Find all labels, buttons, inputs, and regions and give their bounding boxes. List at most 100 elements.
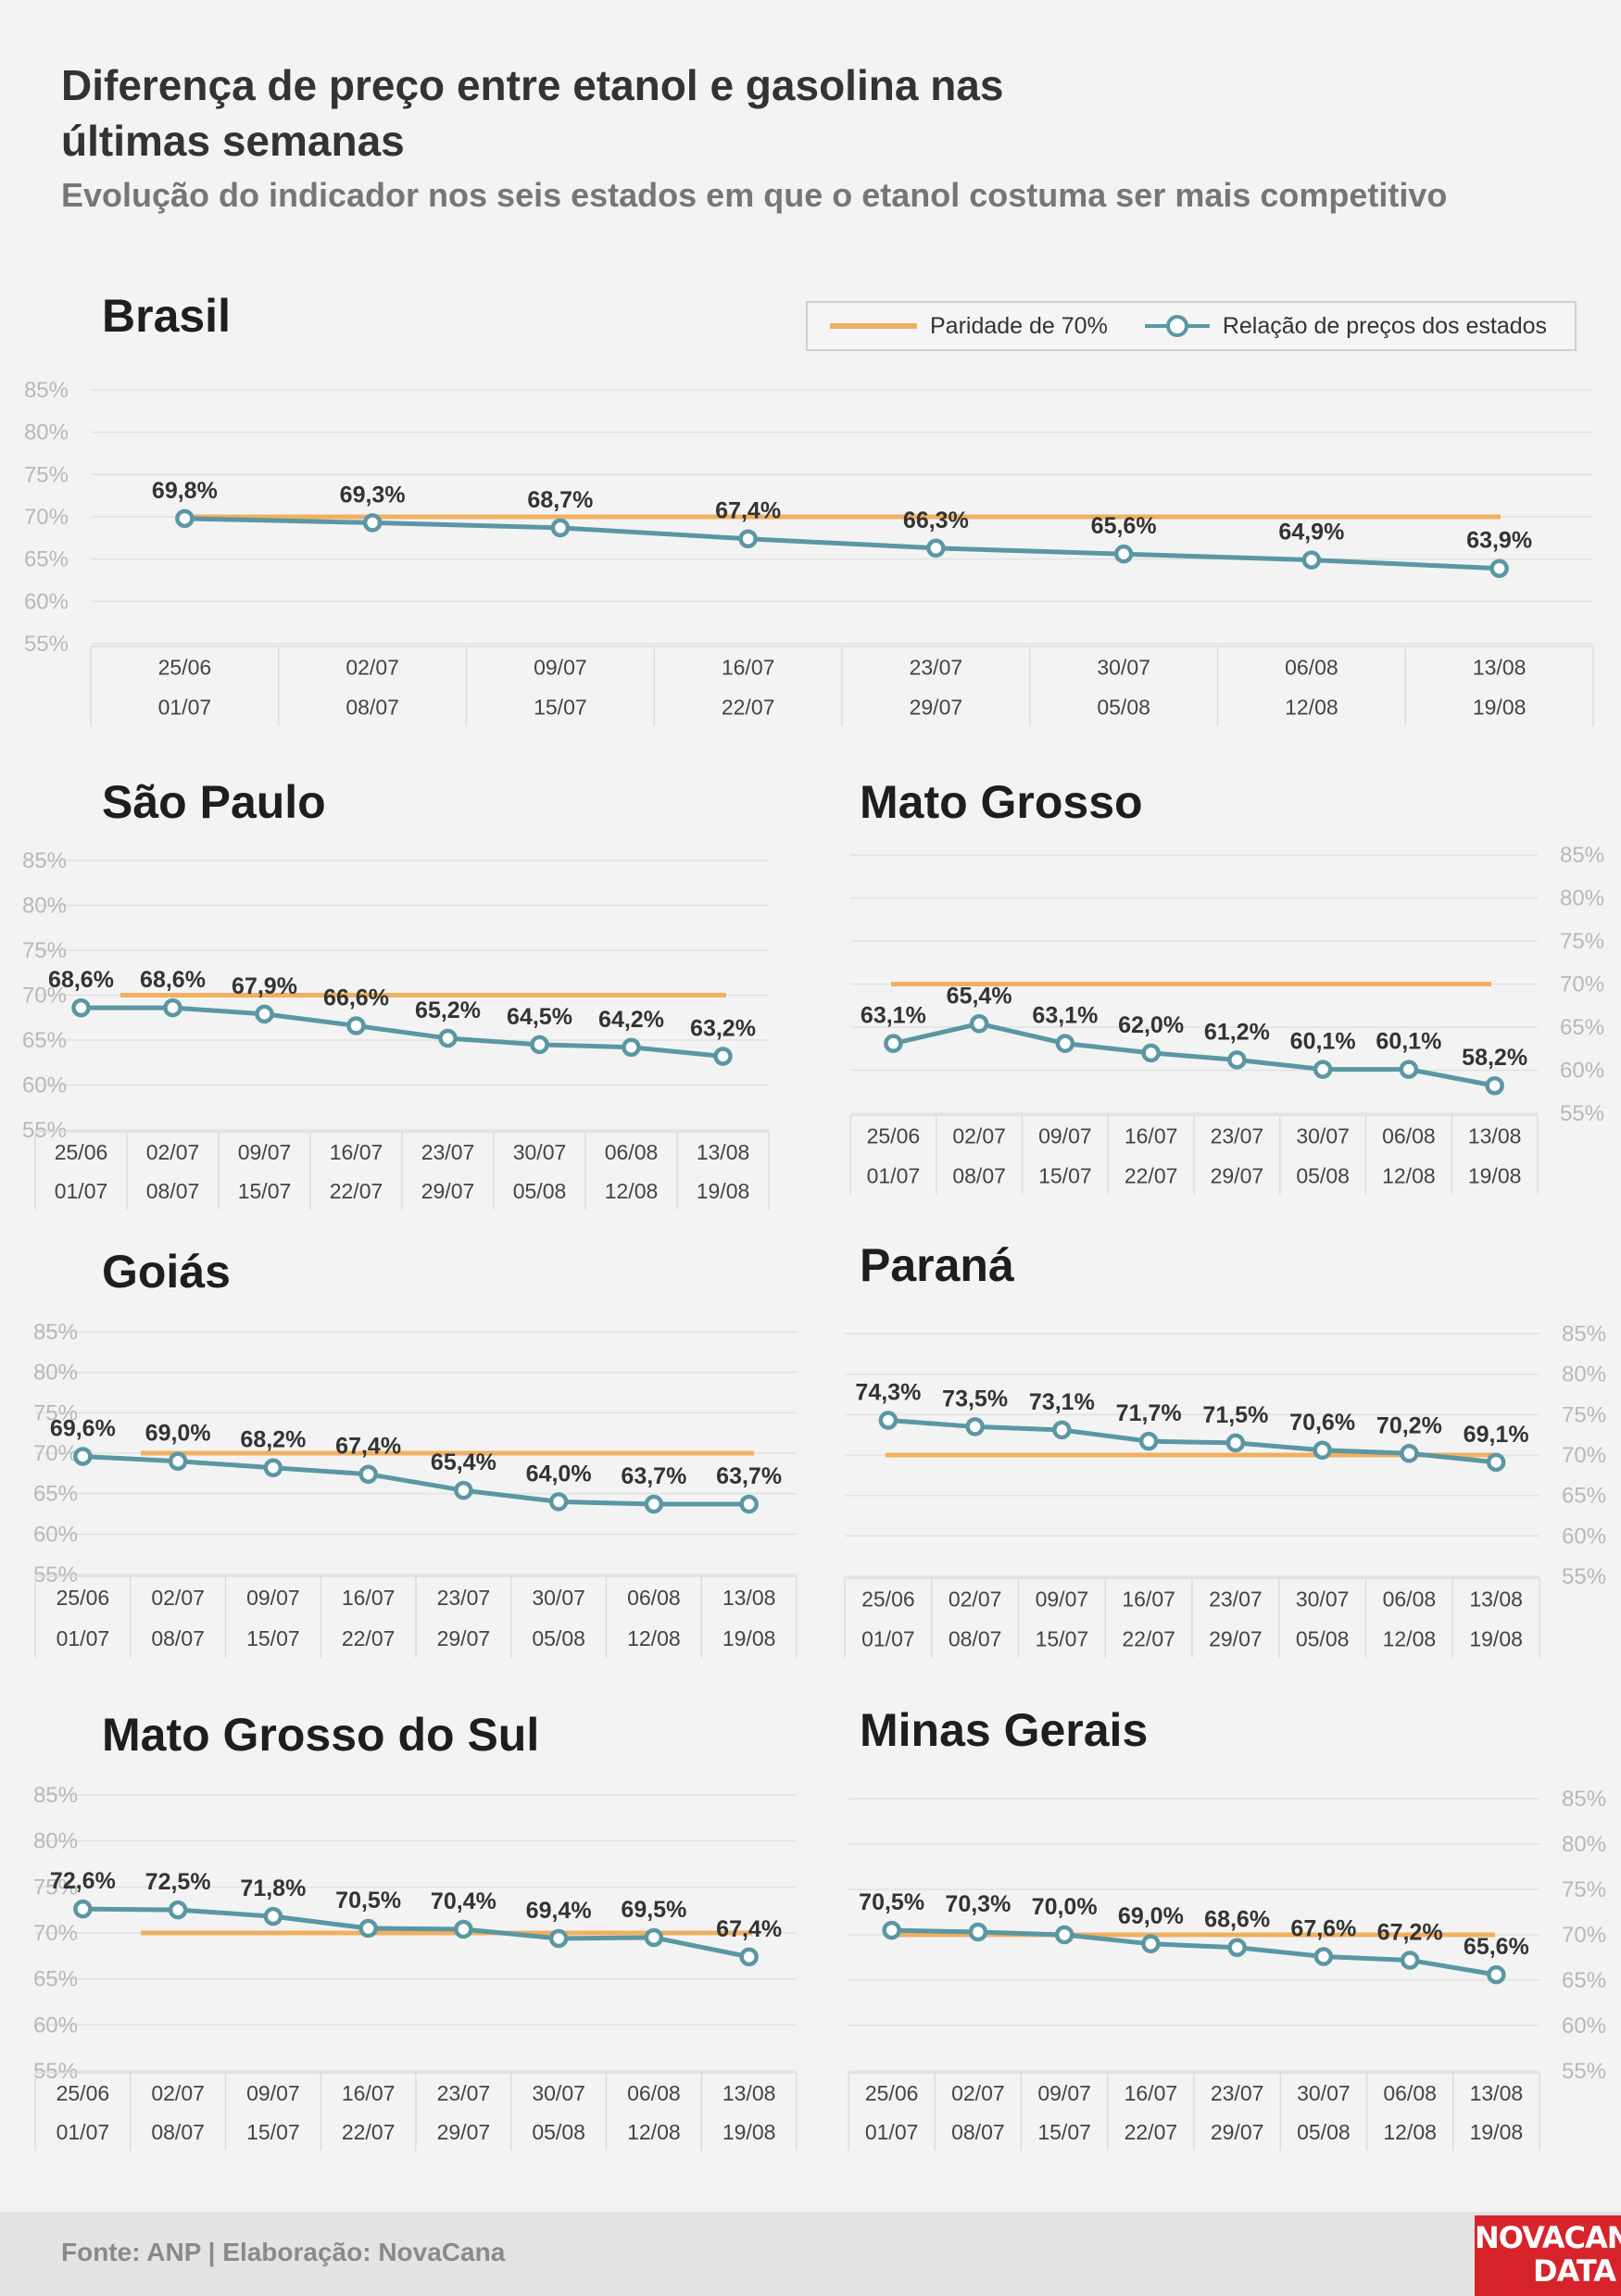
x-tick-label-start: 06/08 <box>1285 656 1338 680</box>
x-tick-label-end: 19/08 <box>1468 1164 1522 1188</box>
x-tick-label-start: 23/07 <box>1209 1587 1263 1612</box>
data-point <box>255 1004 274 1024</box>
x-tick-label-end: 22/07 <box>1122 1627 1175 1651</box>
y-tick-label: 65% <box>1562 1968 1606 1993</box>
data-point <box>1487 1964 1506 1985</box>
chart-title: Minas Gerais <box>860 1704 1148 1756</box>
data-label: 67,2% <box>1377 1919 1443 1945</box>
x-tick-label-end: 19/08 <box>1469 1627 1523 1651</box>
data-point <box>1313 1440 1332 1461</box>
data-label: 67,4% <box>716 1916 782 1942</box>
legend-item-parity: Paridade de 70% <box>830 313 1108 340</box>
data-label: 73,5% <box>942 1386 1008 1411</box>
x-tick-label-start: 06/08 <box>627 1586 681 1610</box>
x-tick-label-end: 29/07 <box>421 1179 475 1203</box>
data-label: 70,2% <box>1376 1412 1442 1438</box>
x-tick-label-start: 23/07 <box>437 1586 491 1610</box>
x-tick-label-start: 23/07 <box>437 2081 491 2105</box>
data-point <box>550 518 571 538</box>
x-tick-label-start: 25/06 <box>158 656 212 680</box>
x-tick-label-start: 09/07 <box>246 2081 300 2105</box>
y-tick-label: 85% <box>1562 1787 1606 1812</box>
y-tick-label: 70% <box>1560 972 1604 997</box>
data-point <box>168 1451 188 1471</box>
y-tick-label: 65% <box>33 1967 78 1992</box>
x-tick-label-start: 06/08 <box>1383 1587 1437 1612</box>
x-tick-label-start: 16/07 <box>1125 2081 1178 2105</box>
data-label: 63,1% <box>1032 1003 1098 1029</box>
x-tick-label-end: 01/07 <box>57 1626 110 1650</box>
data-point <box>358 1464 378 1484</box>
x-tick-label-start: 13/08 <box>723 2081 776 2105</box>
data-label: 69,0% <box>1118 1903 1184 1929</box>
x-tick-label-end: 15/07 <box>246 2120 300 2144</box>
data-label: 70,5% <box>335 1888 401 1913</box>
y-tick-label: 55% <box>1562 1564 1606 1589</box>
parity-line-swatch <box>830 323 917 329</box>
series-line <box>82 1453 749 1507</box>
y-tick-label: 65% <box>33 1482 78 1507</box>
x-tick-label-end: 22/07 <box>1125 1164 1178 1188</box>
data-label: 67,4% <box>715 498 781 524</box>
x-tick-label-end: 12/08 <box>605 1179 659 1203</box>
y-tick-label: 80% <box>1562 1362 1606 1387</box>
data-point <box>548 1928 569 1949</box>
y-tick-label: 80% <box>33 1829 78 1854</box>
data-point <box>1489 558 1509 578</box>
x-tick-label-start: 16/07 <box>1122 1587 1175 1612</box>
data-label: 62,0% <box>1118 1012 1184 1038</box>
x-tick-label-end: 08/07 <box>146 1179 200 1203</box>
y-tick-label: 80% <box>1560 886 1604 911</box>
x-tick-label-start: 16/07 <box>330 1140 383 1164</box>
x-tick-label-end: 15/07 <box>1036 1627 1089 1651</box>
x-tick-label-start: 30/07 <box>1296 1124 1350 1148</box>
data-point <box>73 1899 93 1919</box>
x-tick-label-start: 25/06 <box>57 2081 110 2105</box>
footer: Fonte: ANP | Elaboração: NovaCana NOVACA… <box>0 2212 1621 2296</box>
y-tick-label: 65% <box>1562 1484 1606 1509</box>
y-tick-label: 55% <box>1560 1101 1604 1126</box>
data-label: 67,9% <box>232 973 297 999</box>
data-point <box>622 1037 641 1058</box>
data-label: 71,7% <box>1116 1400 1182 1426</box>
data-point <box>1138 1431 1159 1451</box>
data-label: 63,2% <box>690 1015 756 1041</box>
chart-mato-grosso: Mato Grosso 55% 60% 65% 70% 75% 80% 85% 25/06 01/… <box>849 776 1604 1195</box>
source-note: Fonte: ANP | Elaboração: NovaCana <box>61 2238 506 2266</box>
chart-title: São Paulo <box>102 776 326 828</box>
x-tick-label-start: 23/07 <box>910 656 963 680</box>
x-tick-label-start: 16/07 <box>722 656 775 680</box>
x-tick-label-end: 29/07 <box>1211 2120 1264 2144</box>
legend-parity-label: Paridade de 70% <box>930 312 1108 339</box>
data-point <box>362 513 383 533</box>
x-tick-label-end: 29/07 <box>910 696 963 720</box>
x-tick-label-start: 02/07 <box>151 1586 205 1610</box>
y-tick-label: 55% <box>33 1562 78 1587</box>
y-tick-label: 65% <box>22 1028 67 1053</box>
y-tick-label: 55% <box>22 1118 67 1143</box>
x-tick-label-end: 01/07 <box>55 1179 108 1203</box>
data-label: 69,0% <box>145 1421 211 1447</box>
data-label: 68,6% <box>48 967 114 993</box>
x-tick-label-end: 05/08 <box>1296 1627 1350 1651</box>
y-tick-label: 65% <box>24 547 69 572</box>
data-point <box>926 538 946 558</box>
y-tick-label: 75% <box>1562 1877 1606 1902</box>
x-tick-label-start: 30/07 <box>532 2081 585 2105</box>
x-tick-label-start: 23/07 <box>421 1140 475 1164</box>
data-label: 70,0% <box>1032 1894 1098 1920</box>
data-point <box>1055 1034 1075 1053</box>
data-point <box>644 1494 664 1514</box>
x-tick-label-end: 01/07 <box>57 2120 110 2144</box>
data-point <box>882 1920 901 1940</box>
data-label: 64,0% <box>526 1461 592 1487</box>
data-point <box>1227 1938 1247 1957</box>
x-tick-label-start: 13/08 <box>1470 2081 1524 2105</box>
data-point <box>739 1494 759 1514</box>
x-tick-label-end: 12/08 <box>1383 1627 1437 1651</box>
x-tick-label-start: 13/08 <box>697 1140 750 1164</box>
data-label: 64,5% <box>507 1004 572 1030</box>
data-label: 69,5% <box>621 1897 686 1923</box>
data-label: 60,1% <box>1376 1029 1441 1055</box>
